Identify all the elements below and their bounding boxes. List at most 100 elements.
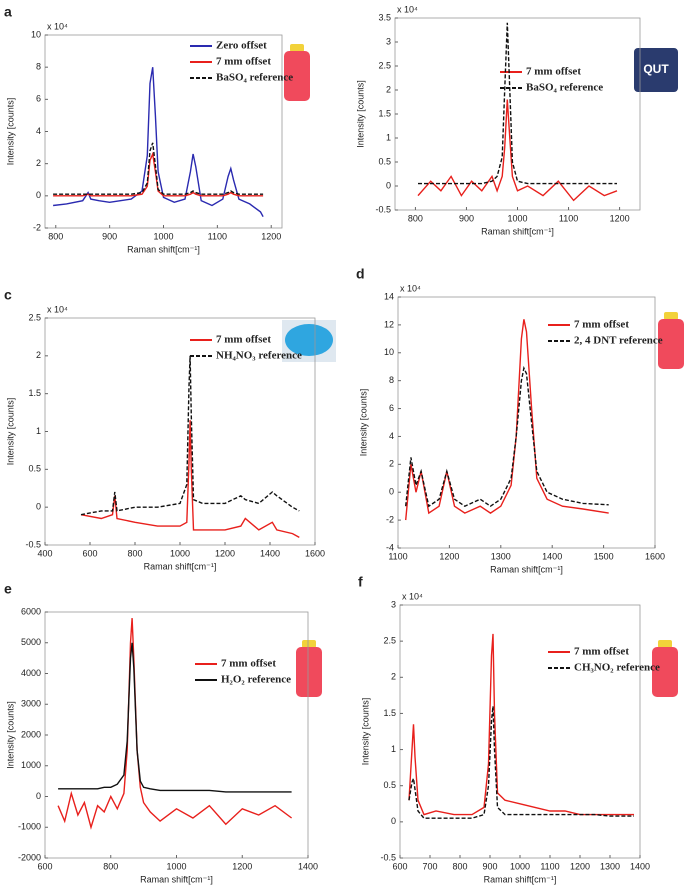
- y-tick-label: 3: [391, 599, 396, 609]
- y-tick-label: -2: [386, 514, 394, 524]
- panel-label: c: [4, 287, 12, 303]
- x-tick-label: 1000: [170, 548, 190, 558]
- spectrum-line: [408, 706, 634, 819]
- x-tick-label: 1300: [600, 861, 620, 871]
- x-axis-label: Raman shift[cm⁻¹]: [481, 226, 554, 236]
- inset-bottle: [652, 647, 678, 697]
- y-tick-label: 2: [386, 84, 391, 94]
- y-tick-label: 1.5: [383, 708, 396, 718]
- panel-label: d: [356, 266, 365, 282]
- spectrum-line: [80, 355, 300, 516]
- x-tick-label: 600: [392, 861, 407, 871]
- x-tick-label: 600: [82, 548, 97, 558]
- x-tick-label: 1400: [298, 861, 318, 871]
- x-tick-label: 1200: [610, 213, 630, 223]
- y-tick-label: 2: [389, 459, 394, 469]
- x-tick-label: 1600: [305, 548, 325, 558]
- y-axis-label: Intensity [counts]: [360, 698, 370, 766]
- plot-frame: [44, 611, 309, 859]
- x-tick-label: 1500: [594, 551, 614, 561]
- y-tick-label: 10: [31, 29, 41, 39]
- x-tick-label: 400: [37, 548, 52, 558]
- axis-exponent: x 10⁴: [47, 21, 68, 31]
- y-tick-label: 6: [36, 94, 41, 104]
- y-axis-label: Intensity [counts]: [355, 80, 365, 148]
- y-tick-label: 0.5: [378, 156, 391, 166]
- x-axis-label: Raman shift[cm⁻¹]: [127, 244, 200, 254]
- y-tick-label: 2.5: [378, 60, 391, 70]
- inset-cap: [285, 324, 333, 356]
- x-tick-label: 1400: [542, 551, 562, 561]
- inset-bottle: [658, 319, 684, 369]
- y-tick-label: 0: [386, 180, 391, 190]
- inset-bottle: [284, 51, 310, 101]
- y-tick-label: 4000: [21, 668, 41, 678]
- x-tick-label: 1600: [645, 551, 665, 561]
- y-tick-label: 2.5: [28, 312, 41, 322]
- y-tick-label: -0.5: [380, 852, 396, 862]
- x-tick-label: 700: [422, 861, 437, 871]
- legend-label: NH₄NO₃ reference: [216, 350, 302, 362]
- x-tick-label: 900: [102, 231, 117, 241]
- x-tick-label: 800: [452, 861, 467, 871]
- panel-label: a: [4, 4, 12, 20]
- spectrum-line: [405, 365, 609, 508]
- y-tick-label: 0: [389, 487, 394, 497]
- y-tick-label: -4: [386, 542, 394, 552]
- x-tick-label: 1100: [559, 213, 578, 223]
- axis-exponent: x 10⁴: [47, 304, 68, 314]
- inset-cap: [302, 640, 316, 648]
- legend-label: 2, 4 DNT reference: [574, 335, 663, 347]
- x-tick-label: 1000: [166, 861, 186, 871]
- x-tick-label: 800: [408, 213, 423, 223]
- x-tick-label: 600: [37, 861, 52, 871]
- y-tick-label: -0.5: [25, 539, 41, 549]
- y-tick-label: 8: [36, 62, 41, 72]
- y-axis-label: Intensity [counts]: [5, 701, 15, 769]
- y-tick-label: 3.5: [378, 12, 391, 22]
- inset-cap: [290, 44, 304, 52]
- legend-label: CH₃NO₂ reference: [574, 662, 660, 674]
- y-tick-label: -2: [33, 222, 41, 232]
- y-tick-label: 0.5: [383, 780, 396, 790]
- x-tick-label: 1400: [260, 548, 280, 558]
- y-tick-label: 1: [36, 426, 41, 436]
- y-tick-label: 12: [384, 319, 394, 329]
- x-tick-label: 800: [103, 861, 118, 871]
- spectrum-line: [57, 618, 293, 830]
- y-tick-label: 0: [36, 502, 41, 512]
- x-tick-label: 1200: [570, 861, 590, 871]
- legend-label: BaSO₄ reference: [216, 72, 293, 84]
- inset-cap: [664, 312, 678, 320]
- y-tick-label: -0.5: [375, 204, 391, 214]
- y-tick-label: 2: [36, 158, 41, 168]
- x-tick-label: 800: [127, 548, 142, 558]
- panel-label: b: [353, 0, 362, 3]
- inset-text: QUT: [643, 62, 669, 76]
- y-tick-label: 1000: [21, 760, 41, 770]
- legend-label: 7 mm offset: [216, 334, 271, 346]
- y-tick-label: 4: [389, 431, 394, 441]
- x-tick-label: 1100: [208, 231, 227, 241]
- legend-label: 7 mm offset: [216, 56, 271, 68]
- legend-label: 7 mm offset: [221, 658, 276, 670]
- legend-label: BaSO₄ reference: [526, 82, 603, 94]
- axis-exponent: x 10⁴: [402, 591, 423, 601]
- y-tick-label: 4: [36, 126, 41, 136]
- x-tick-label: 1000: [510, 861, 530, 871]
- y-tick-label: 1.5: [28, 388, 41, 398]
- y-tick-label: 0.5: [28, 464, 41, 474]
- legend-label: 7 mm offset: [574, 646, 629, 658]
- x-tick-label: 1200: [232, 861, 252, 871]
- y-tick-label: 3000: [21, 699, 41, 709]
- y-tick-label: 8: [389, 375, 394, 385]
- y-axis-label: Intensity [counts]: [5, 98, 15, 166]
- legend-label: Zero offset: [216, 40, 267, 52]
- x-axis-label: Raman shift[cm⁻¹]: [484, 874, 557, 884]
- y-tick-label: 14: [384, 291, 394, 301]
- legend-label: 7 mm offset: [574, 319, 629, 331]
- y-tick-label: 5000: [21, 637, 41, 647]
- panel-label: f: [358, 574, 363, 590]
- y-tick-label: 6000: [21, 606, 41, 616]
- x-tick-label: 1200: [215, 548, 235, 558]
